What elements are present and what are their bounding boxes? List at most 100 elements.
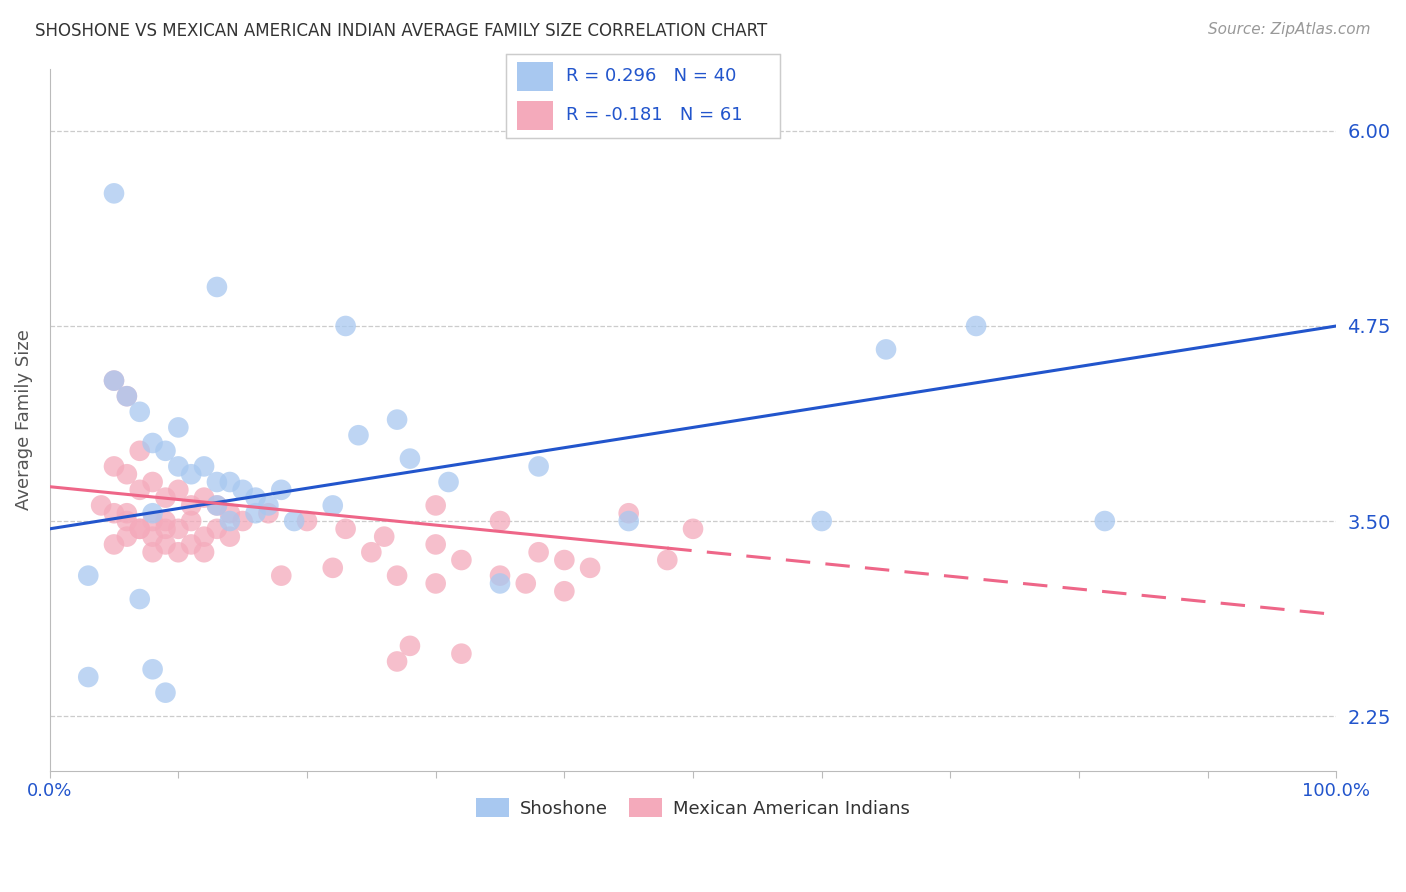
Point bbox=[527, 545, 550, 559]
Y-axis label: Average Family Size: Average Family Size bbox=[15, 329, 32, 510]
Point bbox=[553, 553, 575, 567]
Point bbox=[142, 514, 165, 528]
Point bbox=[128, 405, 150, 419]
Point bbox=[77, 670, 100, 684]
Point bbox=[218, 475, 240, 489]
Point bbox=[115, 530, 138, 544]
Point bbox=[450, 647, 472, 661]
Point bbox=[437, 475, 460, 489]
Point bbox=[270, 568, 292, 582]
Point bbox=[128, 522, 150, 536]
Point bbox=[155, 514, 177, 528]
Point bbox=[385, 655, 408, 669]
Text: Source: ZipAtlas.com: Source: ZipAtlas.com bbox=[1208, 22, 1371, 37]
FancyBboxPatch shape bbox=[517, 101, 553, 130]
Point bbox=[155, 491, 177, 505]
Point bbox=[193, 491, 215, 505]
Point bbox=[193, 459, 215, 474]
Point bbox=[322, 561, 344, 575]
Point bbox=[489, 514, 512, 528]
Point bbox=[283, 514, 305, 528]
Point bbox=[385, 412, 408, 426]
Point bbox=[489, 576, 512, 591]
Point bbox=[128, 522, 150, 536]
Point bbox=[335, 522, 357, 536]
Point bbox=[245, 491, 267, 505]
Point bbox=[155, 443, 177, 458]
Point bbox=[875, 343, 897, 357]
Point bbox=[142, 506, 165, 520]
Point bbox=[232, 483, 254, 497]
Point bbox=[103, 506, 125, 520]
Point bbox=[425, 576, 447, 591]
Point bbox=[245, 506, 267, 520]
Point bbox=[257, 499, 280, 513]
Point bbox=[399, 451, 422, 466]
Text: SHOSHONE VS MEXICAN AMERICAN INDIAN AVERAGE FAMILY SIZE CORRELATION CHART: SHOSHONE VS MEXICAN AMERICAN INDIAN AVER… bbox=[35, 22, 768, 40]
Point bbox=[142, 436, 165, 450]
Point bbox=[167, 522, 190, 536]
Point bbox=[965, 318, 987, 333]
Point bbox=[399, 639, 422, 653]
Point bbox=[155, 537, 177, 551]
Point bbox=[205, 475, 228, 489]
Point bbox=[205, 499, 228, 513]
Point bbox=[77, 568, 100, 582]
Point bbox=[142, 545, 165, 559]
Point bbox=[193, 530, 215, 544]
Legend: Shoshone, Mexican American Indians: Shoshone, Mexican American Indians bbox=[470, 791, 917, 825]
Point bbox=[142, 530, 165, 544]
Point bbox=[142, 662, 165, 676]
Point bbox=[205, 522, 228, 536]
Point bbox=[232, 514, 254, 528]
Point bbox=[115, 514, 138, 528]
Point bbox=[128, 592, 150, 607]
Point bbox=[180, 467, 202, 482]
Point bbox=[167, 420, 190, 434]
Text: R = 0.296   N = 40: R = 0.296 N = 40 bbox=[567, 68, 737, 86]
FancyBboxPatch shape bbox=[517, 62, 553, 91]
Point bbox=[167, 545, 190, 559]
Point bbox=[180, 514, 202, 528]
Point bbox=[657, 553, 679, 567]
Point bbox=[180, 499, 202, 513]
Point bbox=[155, 522, 177, 536]
Point bbox=[425, 537, 447, 551]
Point bbox=[115, 506, 138, 520]
Point bbox=[385, 568, 408, 582]
Point bbox=[489, 568, 512, 582]
Point bbox=[810, 514, 832, 528]
Point bbox=[103, 374, 125, 388]
Point bbox=[1094, 514, 1116, 528]
Point bbox=[218, 514, 240, 528]
Point bbox=[167, 483, 190, 497]
Point bbox=[103, 374, 125, 388]
Point bbox=[103, 537, 125, 551]
Point bbox=[682, 522, 704, 536]
Point bbox=[450, 553, 472, 567]
Point bbox=[257, 506, 280, 520]
Point bbox=[347, 428, 370, 442]
Point bbox=[295, 514, 318, 528]
Point bbox=[335, 318, 357, 333]
Point bbox=[617, 506, 640, 520]
Point bbox=[103, 186, 125, 201]
Point bbox=[553, 584, 575, 599]
Point bbox=[115, 389, 138, 403]
Point bbox=[193, 545, 215, 559]
Point bbox=[617, 514, 640, 528]
Point bbox=[142, 475, 165, 489]
Text: R = -0.181   N = 61: R = -0.181 N = 61 bbox=[567, 106, 744, 124]
Point bbox=[167, 459, 190, 474]
Point bbox=[373, 530, 395, 544]
Point bbox=[128, 443, 150, 458]
Point bbox=[270, 483, 292, 497]
Point bbox=[103, 459, 125, 474]
Point bbox=[527, 459, 550, 474]
Point bbox=[218, 506, 240, 520]
Point bbox=[128, 483, 150, 497]
Point bbox=[205, 499, 228, 513]
Point bbox=[579, 561, 602, 575]
Point bbox=[218, 530, 240, 544]
Point bbox=[90, 499, 112, 513]
